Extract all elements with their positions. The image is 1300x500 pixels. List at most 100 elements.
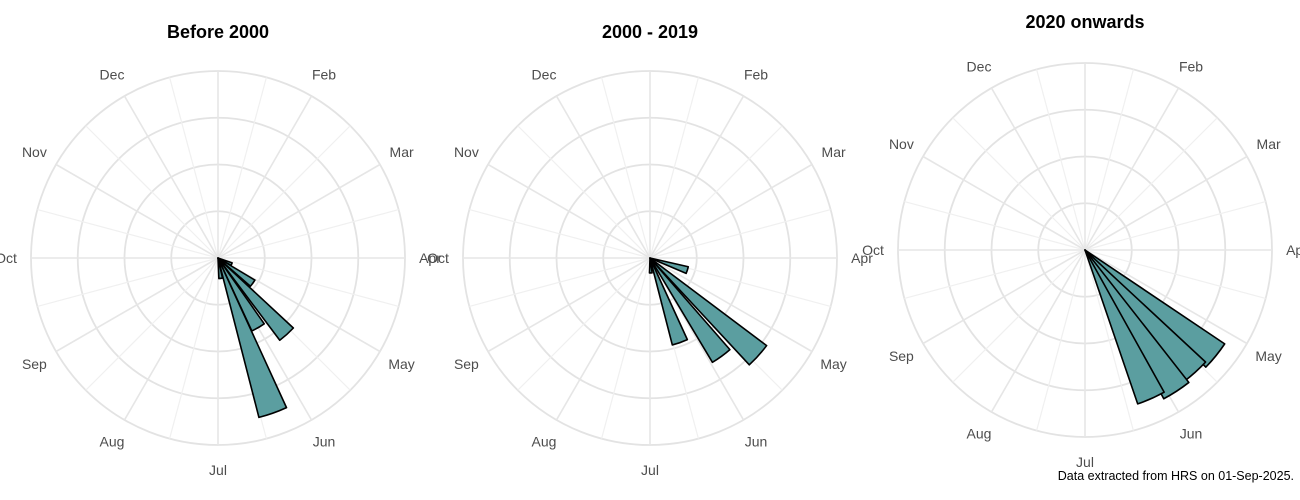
month-label: Dec	[967, 58, 992, 74]
polar-bar-2	[217, 257, 256, 288]
minor-spoke	[649, 209, 831, 259]
polar-bar-1	[1084, 249, 1226, 368]
month-spoke	[990, 249, 1086, 413]
polar-bar-2	[649, 257, 768, 366]
month-label: Nov	[22, 144, 47, 160]
minor-spoke	[601, 77, 651, 259]
month-spoke	[123, 257, 219, 421]
minor-spoke	[1084, 249, 1134, 431]
minor-spoke	[1084, 201, 1266, 251]
chart-title: 2020 onwards	[1025, 12, 1144, 32]
month-spoke	[487, 163, 651, 259]
minor-spoke	[469, 209, 651, 259]
month-spoke	[922, 155, 1086, 251]
minor-spoke	[649, 125, 783, 259]
minor-spoke	[1036, 69, 1086, 251]
polar-bar-4	[649, 257, 689, 346]
month-spoke	[649, 257, 813, 353]
minor-spoke	[1084, 249, 1266, 299]
month-spoke	[1084, 87, 1180, 251]
minor-spoke	[1084, 69, 1134, 251]
month-spoke	[217, 95, 313, 259]
month-label: Nov	[454, 144, 479, 160]
month-label: Apr	[1286, 242, 1300, 258]
polar-bar-3	[649, 257, 731, 364]
month-label: Apr	[419, 250, 441, 266]
data-source-caption: Data extracted from HRS on 01-Sep-2025.	[1057, 469, 1294, 483]
minor-spoke	[85, 257, 219, 391]
month-label: Feb	[744, 66, 768, 82]
minor-spoke	[904, 249, 1086, 299]
polar-bar-3	[217, 257, 295, 342]
month-label: Oct	[427, 250, 449, 266]
minor-spoke	[37, 257, 219, 307]
month-spoke	[123, 95, 219, 259]
polar-bar-4	[1084, 249, 1165, 405]
minor-spoke	[1036, 249, 1086, 431]
month-spoke	[1084, 155, 1248, 251]
polar-bar-1	[649, 257, 690, 275]
month-spoke	[649, 163, 813, 259]
month-label: Aug	[967, 426, 992, 442]
month-spoke	[649, 95, 745, 259]
month-spoke	[55, 257, 219, 353]
chart-title: 2000 - 2019	[602, 22, 698, 42]
month-label: Jul	[209, 462, 227, 478]
minor-spoke	[1084, 117, 1218, 251]
month-spoke	[922, 249, 1086, 345]
month-label: May	[388, 356, 414, 372]
month-label: Apr	[851, 250, 873, 266]
month-label: Jun	[1180, 426, 1203, 442]
month-spoke	[555, 95, 651, 259]
chart-title: Before 2000	[167, 22, 269, 42]
minor-spoke	[904, 201, 1086, 251]
polar-bar-5	[648, 257, 653, 274]
minor-spoke	[952, 249, 1086, 383]
minor-spoke	[217, 77, 267, 259]
polar-chart-3: 2020 onwards Feb Mar Apr May Jun Jul Aug Sep Oct N…	[862, 12, 1300, 470]
month-label: Oct	[862, 242, 884, 258]
minor-spoke	[601, 257, 651, 439]
month-label: Mar	[822, 144, 846, 160]
month-label: Mar	[390, 144, 414, 160]
polar-chart-2: 2000 - 2019 Feb Mar Apr May Jun Jul Aug Sep Oct No…	[427, 22, 873, 478]
minor-spoke	[649, 77, 699, 259]
month-label: Sep	[22, 356, 47, 372]
month-spoke	[55, 163, 219, 259]
month-spoke	[990, 87, 1086, 251]
month-label: Jul	[641, 462, 659, 478]
minor-spoke	[469, 257, 651, 307]
month-label: Dec	[532, 66, 557, 82]
month-label: May	[820, 356, 846, 372]
month-label: Sep	[454, 356, 479, 372]
polar-bar-5	[217, 257, 288, 419]
month-label: Sep	[889, 348, 914, 364]
month-spoke	[1084, 249, 1248, 345]
month-label: Feb	[1179, 58, 1203, 74]
minor-spoke	[85, 125, 219, 259]
polar-chart-1: Before 2000 Feb Mar Apr May Jun Jul Aug Sep Oct No…	[0, 22, 441, 478]
minor-spoke	[217, 257, 399, 307]
month-label: Feb	[312, 66, 336, 82]
minor-spoke	[37, 209, 219, 259]
minor-spoke	[952, 117, 1086, 251]
minor-spoke	[169, 77, 219, 259]
month-label: Jun	[745, 434, 768, 450]
minor-spoke	[217, 125, 351, 259]
month-label: Jun	[313, 434, 336, 450]
month-label: Aug	[100, 434, 125, 450]
month-label: Jul	[1076, 454, 1094, 470]
polar-bar-6	[217, 257, 224, 280]
month-spoke	[217, 163, 381, 259]
month-label: Oct	[0, 250, 17, 266]
month-spoke	[487, 257, 651, 353]
polar-bar-3	[1084, 249, 1190, 400]
month-label: Dec	[100, 66, 125, 82]
month-spoke	[555, 257, 651, 421]
minor-spoke	[517, 257, 651, 391]
month-label: Aug	[532, 434, 557, 450]
minor-spoke	[217, 209, 399, 259]
minor-spoke	[517, 125, 651, 259]
month-label: Nov	[889, 136, 914, 152]
